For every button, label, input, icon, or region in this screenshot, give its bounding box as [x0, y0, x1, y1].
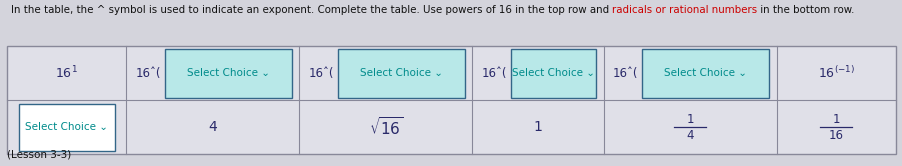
- Text: 16ˆ(: 16ˆ(: [308, 67, 334, 80]
- FancyBboxPatch shape: [19, 104, 115, 151]
- Text: Select Choice ⌄: Select Choice ⌄: [511, 68, 594, 79]
- Text: 1: 1: [832, 113, 839, 126]
- FancyBboxPatch shape: [164, 48, 292, 98]
- Text: $\sqrt{16}$: $\sqrt{16}$: [368, 116, 403, 138]
- Text: (Lesson 3-3): (Lesson 3-3): [7, 149, 71, 159]
- Text: Select Choice ⌄: Select Choice ⌄: [187, 68, 270, 79]
- Text: 16$^{\mathregular{(-1)}}$: 16$^{\mathregular{(-1)}}$: [816, 66, 853, 81]
- Text: 16$^{\mathregular{1}}$: 16$^{\mathregular{1}}$: [55, 65, 78, 82]
- Text: 16: 16: [828, 129, 842, 142]
- Text: 16ˆ(: 16ˆ(: [481, 67, 506, 80]
- FancyBboxPatch shape: [510, 48, 595, 98]
- Text: Select Choice ⌄: Select Choice ⌄: [25, 122, 108, 132]
- Text: Select Choice ⌄: Select Choice ⌄: [663, 68, 746, 79]
- Text: 1: 1: [533, 120, 542, 134]
- Text: Select Choice ⌄: Select Choice ⌄: [360, 68, 442, 79]
- Text: 16ˆ(: 16ˆ(: [612, 67, 638, 80]
- Text: 4: 4: [686, 129, 693, 142]
- Text: radicals or rational numbers: radicals or rational numbers: [612, 5, 757, 15]
- Bar: [7, 46, 895, 154]
- FancyBboxPatch shape: [641, 48, 769, 98]
- Text: 1: 1: [686, 113, 693, 126]
- FancyBboxPatch shape: [337, 48, 465, 98]
- Text: 16ˆ(: 16ˆ(: [135, 67, 161, 80]
- Text: in the bottom row.: in the bottom row.: [757, 5, 854, 15]
- Text: In the table, the ^ symbol is used to indicate an exponent. Complete the table. : In the table, the ^ symbol is used to in…: [11, 5, 612, 15]
- Text: 4: 4: [208, 120, 217, 134]
